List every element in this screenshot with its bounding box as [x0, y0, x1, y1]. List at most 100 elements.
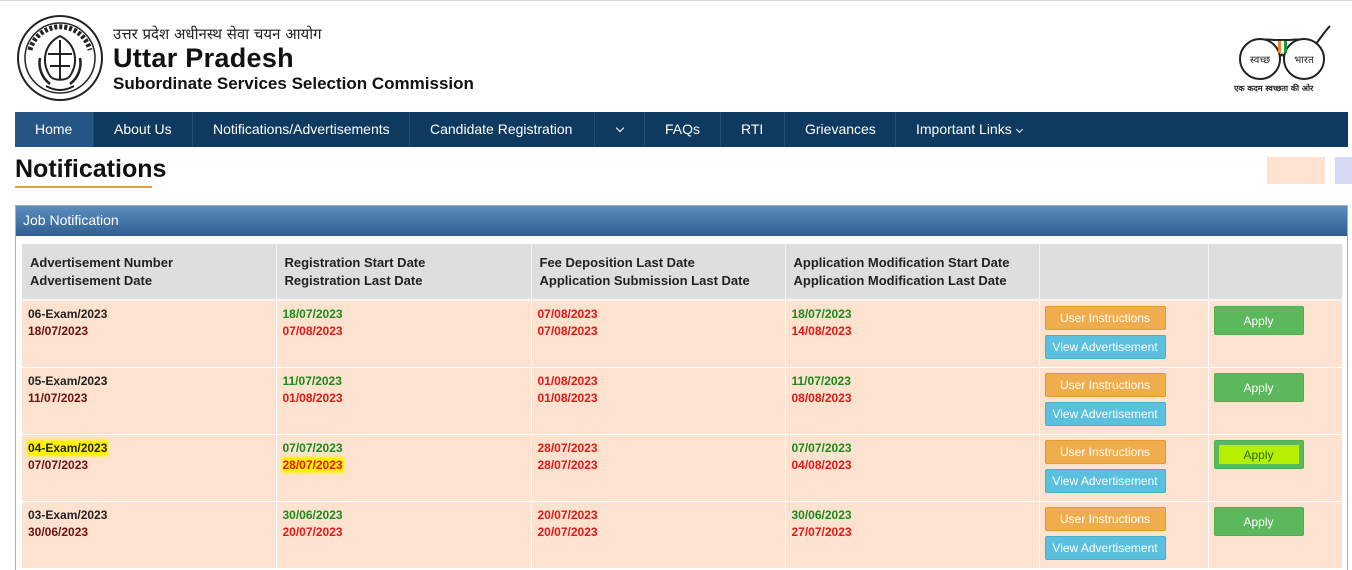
chevron-down-icon — [615, 123, 624, 133]
notifications-table: Advertisement Number Advertisement Date R… — [22, 244, 1343, 569]
col-header-modification: Application Modification Start Date Appli… — [785, 244, 1040, 301]
table-row: 03-Exam/2023 30/06/2023 30/06/2023 20/07/2… — [22, 501, 1343, 569]
nav-candidate-registration[interactable]: Candidate Registration — [410, 112, 595, 147]
panel-title: Job Notification — [16, 206, 1347, 236]
view-advertisement-button[interactable]: View Advertisement — [1044, 401, 1166, 426]
cell-apply: Apply — [1208, 300, 1343, 368]
nav-notifications-advertisements[interactable]: Notifications/Advertisements — [193, 112, 410, 147]
swachh-right-text: भारत — [1294, 55, 1314, 66]
view-advertisement-button[interactable]: View Advertisement — [1044, 535, 1166, 560]
registration-start-date: 07/07/2023 — [282, 440, 343, 455]
legend-swatch-lavender — [1335, 157, 1352, 184]
submission-last-date: 01/08/2023 — [537, 390, 598, 405]
nav-candidate-registration-dropdown[interactable] — [595, 112, 645, 147]
cell-fee-submission: 20/07/2023 20/07/2023 — [531, 501, 786, 569]
registration-last-date: 20/07/2023 — [282, 524, 343, 539]
top-border — [0, 0, 1352, 1]
advertisement-date: 11/07/2023 — [28, 390, 88, 405]
user-instructions-button[interactable]: User Instructions — [1044, 506, 1166, 531]
cell-modification: 11/07/2023 08/08/2023 — [785, 367, 1040, 435]
cell-actions: User Instructions View Advertisement — [1039, 434, 1209, 502]
table-row: 04-Exam/2023 07/07/2023 07/07/2023 28/07/2… — [22, 434, 1343, 502]
cell-actions: User Instructions View Advertisement — [1039, 300, 1209, 368]
cell-advertisement: 03-Exam/2023 30/06/2023 — [22, 501, 277, 569]
table-header-row: Advertisement Number Advertisement Date R… — [22, 244, 1343, 301]
main-navigation: Home About Us Notifications/Advertisemen… — [15, 112, 1348, 147]
hindi-title: उत्तर प्रदेश अधीनस्थ सेवा चयन आयोग — [113, 25, 322, 43]
cell-apply: Apply — [1208, 367, 1343, 435]
nav-about-us[interactable]: About Us — [94, 112, 193, 147]
modification-last-date: 08/08/2023 — [791, 390, 852, 405]
advertisement-number: 04-Exam/2023 — [28, 440, 108, 455]
modification-last-date: 14/08/2023 — [791, 324, 852, 338]
modification-start-date: 11/07/2023 — [791, 373, 851, 388]
advertisement-date: 07/07/2023 — [28, 457, 89, 472]
nav-home[interactable]: Home — [15, 112, 94, 147]
job-notification-panel: Job Notification Advertisement Number Adv… — [15, 205, 1348, 570]
modification-start-date: 30/06/2023 — [791, 507, 852, 522]
advertisement-date: 18/07/2023 — [28, 324, 89, 338]
col-header-fee-submission: Fee Deposition Last Date Application Subm… — [531, 244, 786, 301]
site-subtitle: Subordinate Services Selection Commissio… — [113, 74, 474, 93]
page-title: Notifications — [15, 155, 167, 183]
registration-start-date: 11/07/2023 — [282, 373, 342, 388]
user-instructions-button[interactable]: User Instructions — [1044, 439, 1166, 464]
apply-button[interactable]: Apply — [1213, 306, 1304, 335]
nav-grievances[interactable]: Grievances — [785, 112, 896, 147]
user-instructions-button[interactable]: User Instructions — [1044, 372, 1166, 397]
swachh-tagline: एक कदम स्वच्छता की ओर — [1234, 84, 1314, 93]
registration-last-date: 07/08/2023 — [282, 324, 343, 338]
swachh-bharat-logo[interactable]: स्वच्छ भारत — [1230, 24, 1334, 96]
user-instructions-button[interactable]: User Instructions — [1044, 306, 1166, 330]
cell-registration: 18/07/2023 07/08/2023 — [276, 300, 532, 368]
fee-last-date: 01/08/2023 — [537, 373, 598, 388]
apply-button[interactable]: Apply — [1213, 506, 1304, 536]
cell-modification: 30/06/2023 27/07/2023 — [785, 501, 1040, 569]
apply-button[interactable]: Apply — [1213, 439, 1304, 469]
advertisement-number: 03-Exam/2023 — [28, 507, 108, 522]
advertisement-number: 06-Exam/2023 — [28, 307, 108, 321]
chevron-down-icon — [1015, 125, 1023, 134]
cell-actions: User Instructions View Advertisement — [1039, 367, 1209, 435]
swachh-left-text: स्वच्छ — [1250, 55, 1270, 66]
nav-rti[interactable]: RTI — [721, 112, 785, 147]
table-row: 06-Exam/2023 18/07/2023 18/07/2023 07/08/2… — [22, 300, 1343, 368]
title-underline — [15, 186, 152, 188]
cell-fee-submission: 28/07/2023 28/07/2023 — [531, 434, 786, 502]
up-state-emblem-logo[interactable] — [16, 14, 104, 102]
cell-advertisement: 05-Exam/2023 11/07/2023 — [22, 367, 277, 435]
cell-modification: 18/07/2023 14/08/2023 — [785, 300, 1040, 368]
col-header-actions — [1039, 244, 1209, 301]
nav-important-links[interactable]: Important Links — [896, 112, 1042, 147]
cell-actions: User Instructions View Advertisement — [1039, 501, 1209, 569]
apply-button[interactable]: Apply — [1213, 372, 1304, 402]
nav-important-links-label: Important Links — [916, 121, 1012, 137]
cell-apply: Apply — [1208, 434, 1343, 502]
registration-last-date: 28/07/2023 — [282, 457, 343, 472]
cell-modification: 07/07/2023 04/08/2023 — [785, 434, 1040, 502]
legend-swatch-peach — [1267, 157, 1325, 184]
cell-registration: 11/07/2023 01/08/2023 — [276, 367, 532, 435]
registration-start-date: 30/06/2023 — [282, 507, 343, 522]
registration-start-date: 18/07/2023 — [282, 307, 343, 321]
view-advertisement-button[interactable]: View Advertisement — [1044, 468, 1166, 493]
cell-advertisement: 06-Exam/2023 18/07/2023 — [22, 300, 277, 368]
cell-apply: Apply — [1208, 501, 1343, 569]
col-header-advertisement: Advertisement Number Advertisement Date — [22, 244, 277, 301]
advertisement-number: 05-Exam/2023 — [28, 373, 108, 388]
col-header-apply — [1208, 244, 1343, 301]
site-title: Uttar Pradesh — [113, 43, 294, 73]
modification-last-date: 04/08/2023 — [791, 457, 852, 472]
table-row: 05-Exam/2023 11/07/2023 11/07/2023 01/08/2… — [22, 367, 1343, 435]
submission-last-date: 28/07/2023 — [537, 457, 598, 472]
cell-registration: 30/06/2023 20/07/2023 — [276, 501, 532, 569]
cell-advertisement: 04-Exam/2023 07/07/2023 — [22, 434, 277, 502]
cell-fee-submission: 07/08/2023 07/08/2023 — [531, 300, 786, 368]
modification-last-date: 27/07/2023 — [791, 524, 852, 539]
site-header: उत्तर प्रदेश अधीनस्थ सेवा चयन आयोग Uttar… — [0, 0, 1352, 112]
registration-last-date: 01/08/2023 — [282, 390, 343, 405]
submission-last-date: 20/07/2023 — [537, 524, 598, 539]
view-advertisement-button[interactable]: View Advertisement — [1044, 335, 1166, 359]
nav-faqs[interactable]: FAQs — [645, 112, 721, 147]
fee-last-date: 20/07/2023 — [537, 507, 598, 522]
